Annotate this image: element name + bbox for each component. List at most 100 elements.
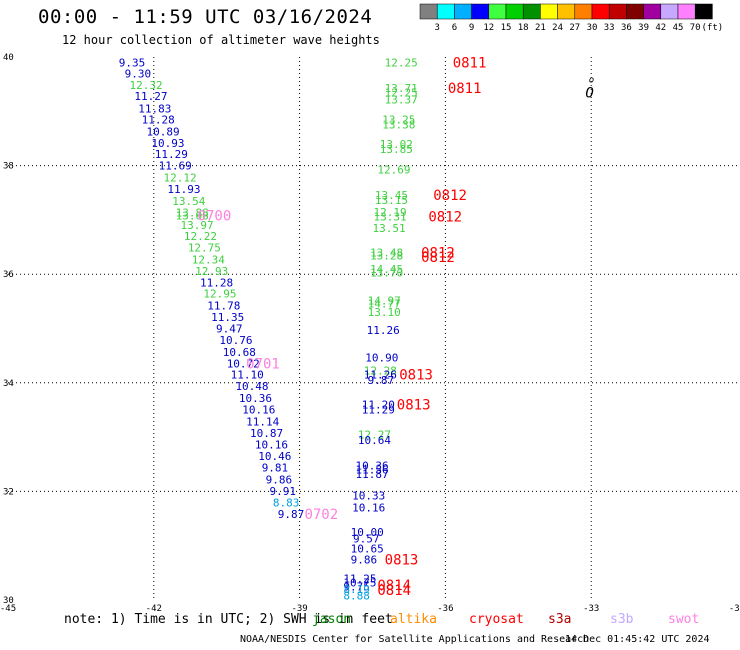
color-scale-label: 70 <box>690 23 701 33</box>
wave-height-point: 11.26 <box>364 369 397 382</box>
wave-height-point: 9.87 <box>368 374 395 387</box>
legend-s3b: s3b <box>610 612 634 627</box>
wave-height-point: 11.56 <box>355 464 388 477</box>
pass-time-label: 0814 <box>377 583 411 599</box>
pass-time-label: 0701 <box>246 356 280 372</box>
wave-height-point: 8.83 <box>273 496 300 509</box>
wave-height-point: 10.75 <box>343 577 376 590</box>
wave-height-point: 13.45 <box>375 189 408 202</box>
wave-height-point: 10.16 <box>242 403 275 416</box>
wave-height-point: 11.29 <box>362 403 395 416</box>
color-scale-label: (ft) <box>702 23 724 33</box>
wave-height-point: 13.15 <box>375 194 408 207</box>
color-scale-label: 15 <box>501 23 512 33</box>
color-scale-label: 36 <box>621 23 632 33</box>
wave-height-point: 10.16 <box>352 502 385 515</box>
wave-height-point: 11.93 <box>167 183 200 196</box>
wave-height-point: 12.95 <box>203 288 236 301</box>
chart-title: 00:00 - 11:59 UTC 03/16/2024 <box>38 6 373 28</box>
wave-height-point: 13.02 <box>380 138 413 151</box>
wave-height-point: 12.12 <box>164 172 197 185</box>
pass-time-label: 0813 <box>385 552 419 568</box>
wave-height-point: 10.64 <box>358 434 391 447</box>
legend-s3a: s3a <box>548 612 572 627</box>
y-tick-label: 36 <box>3 270 14 280</box>
wave-height-point: 11.87 <box>355 468 388 481</box>
wave-height-point: 10.36 <box>239 392 272 405</box>
wave-height-point: 9.75 <box>343 580 370 593</box>
color-scale-label: 3 <box>434 23 439 33</box>
chart-subtitle: 12 hour collection of altimeter wave hei… <box>62 33 380 47</box>
legend-altika: altika <box>390 612 437 627</box>
wave-height-point: 11.28 <box>200 276 233 289</box>
wave-height-point: 12.25 <box>385 56 418 69</box>
wave-height-point: 10.46 <box>258 450 291 463</box>
y-tick-label: 40 <box>3 53 14 63</box>
pass-time-label: 0814 <box>377 578 411 594</box>
pass-time-label: 0813 <box>399 368 433 384</box>
pass-time-label: 0811 <box>453 55 487 71</box>
wave-height-point: 14.77 <box>368 298 401 311</box>
wave-height-point: 13.28 <box>370 250 403 263</box>
color-scale-label: 9 <box>469 23 474 33</box>
generated-timestamp: 14 Dec 01:45:42 UTC 2024 <box>565 634 710 645</box>
wave-height-point: 13.68 <box>176 210 209 223</box>
wave-height-point: 8.19 <box>343 583 370 596</box>
wave-height-point: 10.87 <box>250 427 283 440</box>
wave-height-point: 10.36 <box>355 459 388 472</box>
wave-height-point: 12.75 <box>188 242 221 255</box>
wave-height-point: 11.69 <box>159 160 192 173</box>
wave-height-point: 12.32 <box>130 79 163 92</box>
wave-height-point: 10.33 <box>352 490 385 503</box>
color-scale-bar: 3 6 9 12 15 18 21 24 27 30 33 36 39 42 45 70 (ft) <box>419 3 724 33</box>
wave-height-point: 14.97 <box>368 294 401 307</box>
wave-height-point: 12.25 <box>385 86 418 99</box>
color-scale-swatch <box>694 3 713 20</box>
wave-height-point: 12.34 <box>192 254 225 267</box>
color-scale-label: 39 <box>638 23 649 33</box>
wave-height-point: 11.35 <box>211 311 244 324</box>
wave-height-point: 12.69 <box>377 163 410 176</box>
wave-height-point: 13.37 <box>385 93 418 106</box>
wave-height-point: 12.93 <box>195 265 228 278</box>
wave-height-point: 10.00 <box>351 526 384 539</box>
wave-height-point: 11.26 <box>367 324 400 337</box>
x-tick-label: -39 <box>291 604 307 614</box>
wave-height-point: 11.83 <box>138 103 171 116</box>
pass-time-label: 0811 <box>448 81 482 97</box>
wave-height-point: 13.38 <box>382 118 415 131</box>
wave-height-point: 11.10 <box>231 369 264 382</box>
wave-height-point: 13.97 <box>181 219 214 232</box>
color-scale-label: 42 <box>655 23 666 33</box>
x-tick-label: -30 <box>729 604 740 614</box>
wave-height-point: 12.19 <box>373 206 406 219</box>
wave-height-point: 12.27 <box>358 428 391 441</box>
wave-height-point: 13.25 <box>382 113 415 126</box>
color-scale-label: 21 <box>535 23 546 33</box>
pass-time-label: 0813 <box>397 398 431 414</box>
wave-height-point: 13.48 <box>370 246 403 259</box>
color-scale-label: 30 <box>587 23 598 33</box>
island-marker: O <box>585 85 593 101</box>
wave-height-point: 10.76 <box>219 334 252 347</box>
color-scale-label: 12 <box>483 23 494 33</box>
wave-height-point: 13.31 <box>373 211 406 224</box>
pass-time-label: 0812 <box>421 250 455 266</box>
x-tick-label: -45 <box>0 604 16 614</box>
wave-height-point: 9.81 <box>262 462 289 475</box>
wave-height-point: 11.29 <box>155 148 188 161</box>
wave-height-point: 11.78 <box>207 300 240 313</box>
x-tick-label: -36 <box>437 604 453 614</box>
wave-height-point: 9.91 <box>269 485 296 498</box>
color-scale-label: 45 <box>673 23 684 33</box>
color-scale-label: 6 <box>452 23 457 33</box>
y-tick-label: 38 <box>3 162 14 172</box>
pass-time-label: 0702 <box>304 507 338 523</box>
wave-height-point: 9.30 <box>125 67 152 80</box>
wave-height-point: 13.88 <box>176 206 209 219</box>
wave-height-point: 11.28 <box>142 113 175 126</box>
wave-height-point: 10.90 <box>365 351 398 364</box>
wave-height-point: 9.87 <box>278 508 305 521</box>
wave-height-point: 8.88 <box>343 590 370 603</box>
units-note: note: 1) Time is in UTC; 2) SWH is in fe… <box>64 612 393 627</box>
